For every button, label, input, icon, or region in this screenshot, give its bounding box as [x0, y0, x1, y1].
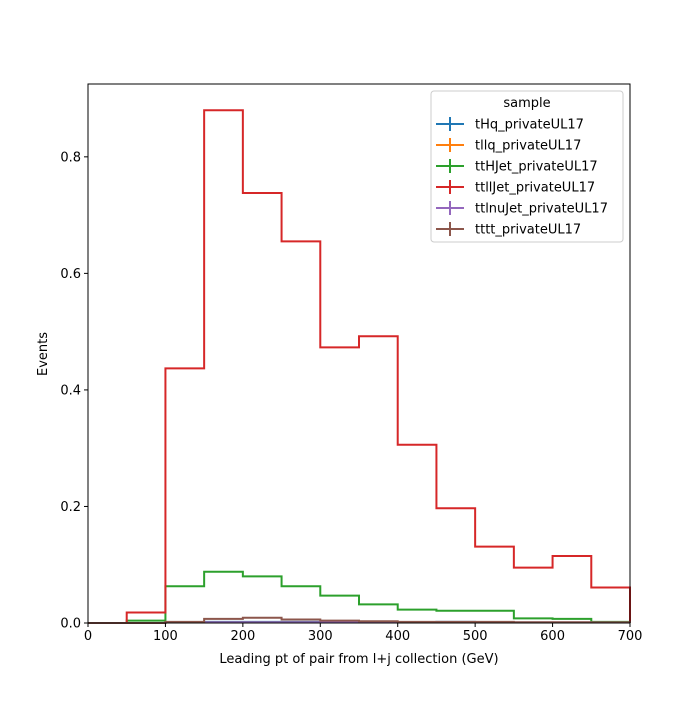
legend-label: tttt_privateUL17: [475, 223, 581, 238]
y-axis-label: Events: [36, 332, 51, 376]
x-tick-label: 0: [84, 629, 92, 644]
legend-entry: tttt_privateUL17: [436, 222, 581, 238]
x-tick-label: 300: [308, 629, 333, 644]
y-tick-label: 0.4: [60, 383, 81, 398]
series-line-ttHJet_privateUL17: [88, 570, 631, 624]
legend-entry: tllq_privateUL17: [436, 138, 581, 154]
y-tick-label: 0.6: [60, 267, 81, 282]
legend-label: ttlnuJet_privateUL17: [475, 202, 608, 217]
y-axis: 0.0 0.2 0.4 0.6 0.8: [60, 150, 88, 632]
legend-label: tllq_privateUL17: [475, 139, 581, 154]
legend-label: tHq_privateUL17: [475, 118, 584, 133]
x-tick-label: 200: [230, 629, 255, 644]
x-tick-label: 400: [385, 629, 410, 644]
x-tick-label: 700: [618, 629, 643, 644]
x-axis: 0 100 200 300 400 500 600 700: [84, 623, 643, 644]
legend-entry: ttHJet_privateUL17: [436, 159, 598, 175]
y-tick-label: 0.2: [60, 500, 81, 515]
legend-label: ttHJet_privateUL17: [475, 160, 598, 175]
legend-entry: ttlnuJet_privateUL17: [436, 201, 608, 217]
x-tick-label: 100: [153, 629, 178, 644]
series-line-tttt_privateUL17: [88, 616, 631, 624]
plot-frame: [87, 83, 631, 624]
x-tick-label: 600: [540, 629, 565, 644]
y-tick-label: 0.0: [60, 617, 81, 632]
legend-entries: tHq_privateUL17 tllq_privateUL17 ttHJet_pr…: [436, 117, 608, 238]
legend-entry: ttllJet_privateUL17: [436, 180, 595, 196]
legend-title: sample: [503, 96, 550, 111]
x-axis-label: Leading pt of pair from l+j collection (…: [219, 652, 498, 667]
legend-box: [430, 90, 624, 243]
legend: sample tHq_privateUL17 tllq_privateUL17tt…: [430, 90, 624, 243]
legend-entry: tHq_privateUL17: [436, 117, 584, 133]
series-line-ttllJet_privateUL17: [88, 109, 631, 624]
legend-label: ttllJet_privateUL17: [475, 181, 595, 196]
y-tick-label: 0.8: [60, 150, 81, 165]
x-tick-label: 500: [463, 629, 488, 644]
